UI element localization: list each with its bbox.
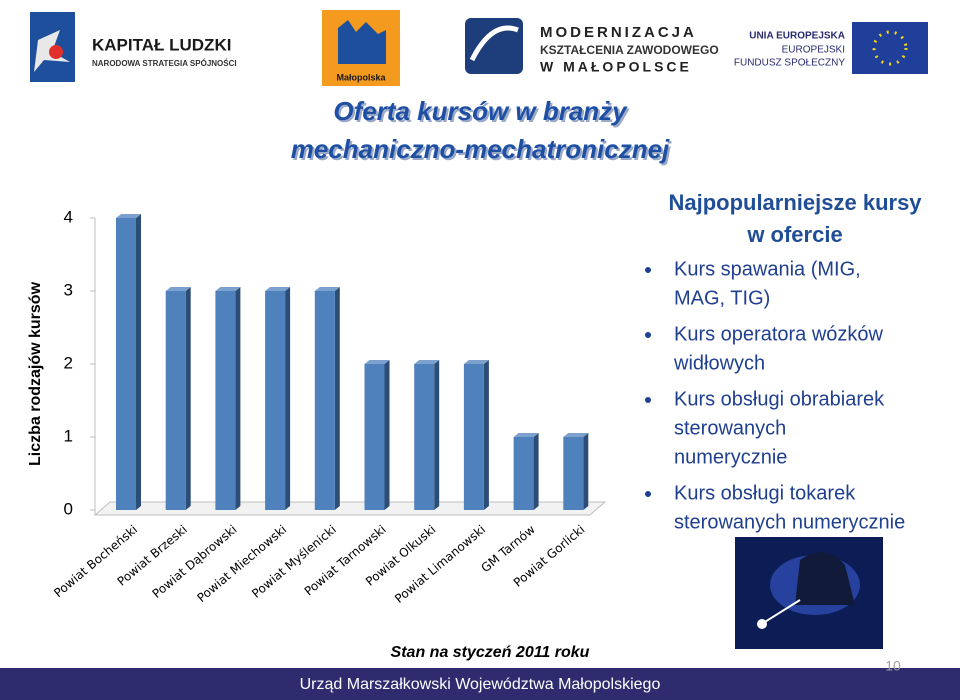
bar	[563, 437, 584, 510]
logo-text: NARODOWA STRATEGIA SPÓJNOŚCI	[92, 59, 237, 68]
y-axis-label: Liczba rodzajów kursów	[27, 281, 44, 466]
logo-text: EUROPEJSKI	[782, 45, 845, 56]
footer-bar	[0, 668, 960, 700]
panel-title: w ofercie	[746, 222, 842, 247]
bar-top	[314, 287, 340, 291]
bar-side	[285, 287, 291, 510]
bullet-text: sterowanych	[674, 417, 786, 439]
logo-ue: UNIA EUROPEJSKA EUROPEJSKI FUNDUSZ SPOŁE…	[734, 22, 928, 74]
bar-top	[463, 360, 489, 364]
bar-side	[185, 287, 191, 510]
bar-top	[165, 287, 191, 291]
bar	[314, 291, 335, 510]
x-tick-label: Powiat Bocheński	[51, 522, 140, 600]
y-tick-label: 4	[64, 207, 73, 226]
logo-modernizacja: MODERNIZACJA KSZTAŁCENIA ZAWODOWEGO W MA…	[465, 18, 719, 75]
slide-title: Oferta kursów w branży	[333, 96, 628, 126]
title-shadow: mechaniczno-mechatronicznej	[293, 136, 672, 166]
title-shadow: Oferta kursów w branży	[335, 98, 630, 128]
bar-side	[483, 360, 489, 510]
logo-kapital-ludzki: KAPITAŁ LUDZKI NARODOWA STRATEGIA SPÓJNO…	[30, 12, 237, 82]
bullet-text: Kurs obsługi obrabiarek	[674, 388, 885, 410]
bullet-text: Kurs obsługi tokarek	[674, 482, 856, 504]
y-tick-label: 2	[64, 353, 73, 372]
bar-side	[235, 287, 241, 510]
logo-malopolska: Małopolska	[322, 10, 400, 86]
caption: Stan na styczeń 2011 roku	[391, 644, 590, 661]
bar	[364, 364, 385, 510]
page-number: 10	[885, 658, 901, 674]
bar-side	[384, 360, 390, 510]
bar	[116, 218, 136, 510]
bar-top	[563, 433, 589, 437]
logo-text: FUNDUSZ SPOŁECZNY	[734, 58, 845, 69]
logo-text: UNIA EUROPEJSKA	[749, 31, 845, 42]
bullet-dot	[645, 397, 651, 403]
bullet-text: widłowych	[673, 352, 765, 374]
bar-side	[334, 287, 340, 510]
bullet-text: numerycznie	[674, 446, 787, 468]
bar	[165, 291, 186, 510]
panel-title: Najpopularniejsze kursy	[668, 190, 922, 215]
bar-top	[364, 360, 390, 364]
bar-top	[116, 214, 141, 218]
bullet-dot	[645, 267, 651, 273]
bullet-text: Kurs spawania (MIG,	[674, 258, 861, 280]
x-tick-label: Powiat Miechowski	[194, 522, 289, 605]
bar	[463, 364, 484, 510]
bar	[513, 437, 534, 510]
logo-text: KAPITAŁ LUDZKI	[92, 35, 231, 54]
x-tick-label: Powiat Limanowski	[392, 522, 488, 606]
bullet-text: MAG, TIG)	[674, 287, 770, 309]
x-tick-label: Powiat Myślenicki	[249, 522, 339, 600]
bar-top	[414, 360, 440, 364]
logo-text: KSZTAŁCENIA ZAWODOWEGO	[540, 43, 719, 57]
bar-top	[265, 287, 291, 291]
bullet-text: sterowanych numerycznie	[674, 511, 905, 533]
y-tick-label: 0	[64, 499, 73, 518]
x-tick-label: Powiat Tarnowski	[302, 522, 389, 598]
welder-image	[735, 537, 883, 649]
bar	[215, 291, 236, 510]
footer-text: Urząd Marszałkowski Województwa Małopols…	[300, 676, 661, 693]
slide-title: mechaniczno-mechatronicznej	[291, 134, 670, 164]
bullet-text: Kurs operatora wózków	[674, 323, 884, 345]
chart: Liczba rodzajów kursów 0 1 2 3 4 Powiat Boche…	[27, 207, 607, 606]
bar-side	[434, 360, 440, 510]
bar-side	[136, 214, 141, 510]
y-tick-label: 3	[64, 280, 73, 299]
bar-side	[583, 433, 589, 510]
y-tick-label: 1	[64, 426, 73, 445]
bullet-dot	[645, 332, 651, 338]
x-tick-label: Powiat Dąbrowski	[150, 522, 240, 601]
bullet-dot	[645, 491, 651, 497]
bar-top	[215, 287, 241, 291]
bar	[414, 364, 435, 510]
bar	[265, 291, 286, 510]
logo-text: Małopolska	[336, 72, 386, 82]
bar-side	[533, 433, 539, 510]
bar-top	[513, 433, 539, 437]
logo-text: W MAŁOPOLSCE	[540, 59, 692, 75]
logo-text: MODERNIZACJA	[540, 24, 697, 41]
